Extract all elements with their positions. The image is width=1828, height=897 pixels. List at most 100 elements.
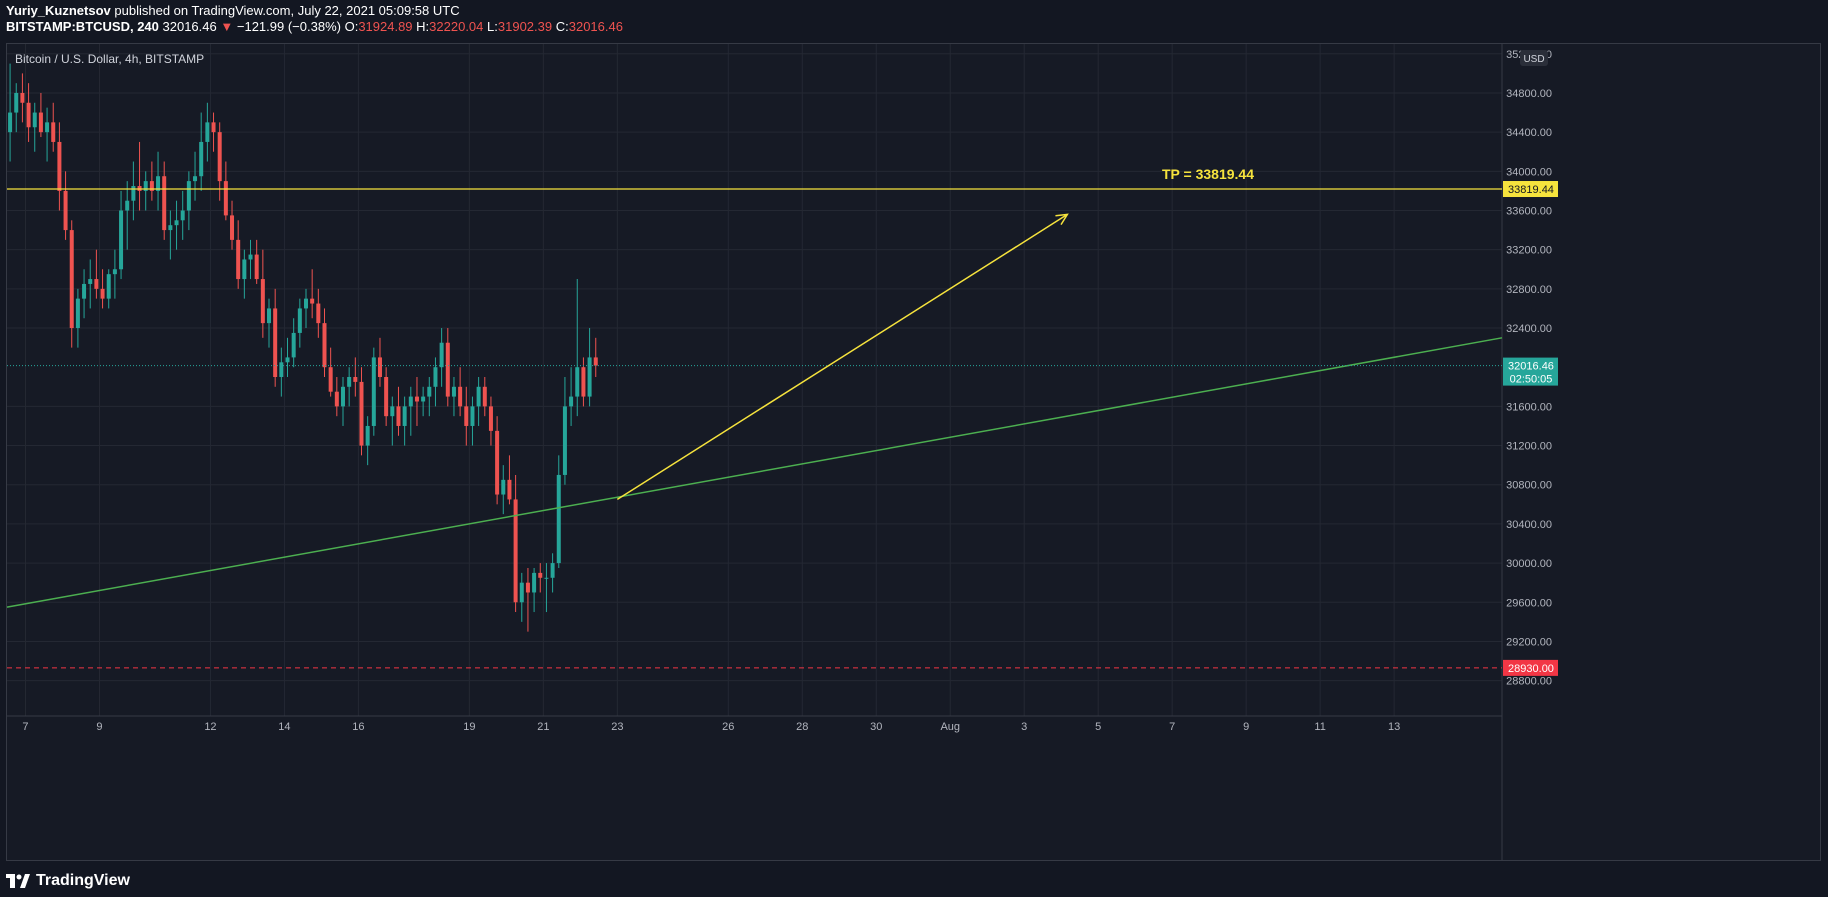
y-tick-label: 33600.00 bbox=[1506, 206, 1552, 218]
candle-body bbox=[143, 181, 148, 191]
tp-price-badge bbox=[1503, 181, 1558, 198]
candle-body bbox=[562, 406, 567, 475]
close-value: 32016.46 bbox=[568, 19, 623, 34]
last-price: 32016.46 bbox=[162, 19, 217, 34]
candle-body bbox=[248, 254, 253, 260]
candle-body bbox=[544, 577, 549, 579]
candle-body bbox=[51, 122, 56, 142]
candle-body bbox=[507, 479, 512, 500]
candle-body bbox=[20, 92, 25, 103]
candle-body bbox=[211, 122, 216, 133]
candle-body bbox=[205, 122, 210, 142]
candle-body bbox=[334, 391, 339, 407]
candle-body bbox=[260, 279, 265, 324]
x-tick-label: 23 bbox=[611, 721, 623, 733]
candle-body bbox=[14, 92, 19, 113]
candle-body bbox=[242, 259, 247, 280]
x-tick-label: 19 bbox=[463, 721, 475, 733]
low-value: 31902.39 bbox=[497, 19, 553, 34]
x-tick-label: 5 bbox=[1095, 721, 1101, 733]
x-tick-label: 12 bbox=[204, 721, 216, 733]
y-tick-label: 33200.00 bbox=[1506, 245, 1552, 257]
candle-body bbox=[162, 176, 167, 231]
candle-body bbox=[390, 406, 395, 417]
author-name[interactable]: Yuriy_Kuznetsov bbox=[6, 3, 111, 18]
publish-info: Yuriy_Kuznetsov published on TradingView… bbox=[6, 3, 460, 18]
candle-body bbox=[359, 381, 364, 446]
candle-body bbox=[519, 582, 524, 603]
x-tick-label: 9 bbox=[96, 721, 102, 733]
x-tick-label: Aug bbox=[940, 721, 960, 733]
candle-body bbox=[532, 572, 537, 593]
y-tick-label: 31600.00 bbox=[1506, 401, 1552, 413]
last-price-badge bbox=[1503, 357, 1558, 386]
y-tick-label: 34800.00 bbox=[1506, 88, 1552, 100]
candle-body bbox=[470, 406, 475, 426]
candle-body bbox=[371, 357, 376, 426]
candle-body bbox=[445, 342, 450, 397]
tp-annotation: TP = 33819.44 bbox=[1162, 166, 1254, 182]
candle-body bbox=[421, 396, 426, 402]
y-tick-label: 32400.00 bbox=[1506, 323, 1552, 335]
candle-body bbox=[550, 563, 555, 578]
candle-body bbox=[402, 406, 407, 426]
close-label: C: bbox=[555, 19, 569, 34]
last-price-label: 32016.46 bbox=[1508, 361, 1554, 373]
candle-body bbox=[285, 357, 290, 363]
y-tick-label: 28800.00 bbox=[1506, 676, 1552, 688]
countdown-label: 02:50:05 bbox=[1510, 374, 1553, 386]
x-tick-label: 16 bbox=[352, 721, 364, 733]
candle-body bbox=[538, 572, 543, 578]
candle-body bbox=[63, 190, 68, 231]
candle-body bbox=[297, 308, 302, 333]
candle-body bbox=[100, 288, 105, 299]
candle-body bbox=[267, 308, 272, 324]
candle-body bbox=[365, 425, 370, 446]
arrow-head-icon bbox=[1055, 213, 1069, 226]
candle-body bbox=[236, 239, 241, 280]
open-label: O: bbox=[344, 19, 359, 34]
x-tick-label: 11 bbox=[1314, 721, 1325, 733]
tp-price-label: 33819.44 bbox=[1508, 184, 1554, 196]
down-arrow-icon: ▼ bbox=[220, 19, 234, 34]
candle-body bbox=[476, 386, 481, 407]
x-tick-label: 28 bbox=[796, 721, 808, 733]
candle-body bbox=[433, 367, 438, 387]
x-tick-label: 21 bbox=[537, 721, 549, 733]
y-tick-label: 29200.00 bbox=[1506, 636, 1552, 648]
candle-body bbox=[353, 377, 358, 382]
candle-body bbox=[291, 332, 296, 358]
y-tick-label: 31200.00 bbox=[1506, 441, 1552, 453]
x-tick-label: 30 bbox=[870, 721, 882, 733]
candle-body bbox=[106, 274, 111, 299]
candle-body bbox=[149, 181, 154, 191]
y-tick-label: 30800.00 bbox=[1506, 480, 1552, 492]
trend-line bbox=[6, 337, 1503, 608]
candle-body bbox=[569, 396, 574, 407]
x-tick-label: 26 bbox=[722, 721, 734, 733]
candle-body bbox=[156, 176, 161, 191]
y-tick-label: 30400.00 bbox=[1506, 519, 1552, 531]
tradingview-brand[interactable]: TradingView bbox=[6, 871, 130, 891]
x-tick-label: 9 bbox=[1243, 721, 1249, 733]
published-text: published on TradingView.com, July 22, 2… bbox=[114, 3, 460, 18]
open-value: 31924.89 bbox=[358, 19, 413, 34]
candle-body bbox=[186, 181, 191, 211]
x-tick-label: 14 bbox=[278, 721, 290, 733]
candle-body bbox=[377, 357, 382, 377]
x-tick-label: 3 bbox=[1021, 721, 1027, 733]
candle-body bbox=[414, 396, 419, 402]
candle-body bbox=[322, 323, 327, 368]
y-tick-label: 32800.00 bbox=[1506, 284, 1552, 296]
brand-name: TradingView bbox=[36, 872, 130, 889]
candle-body bbox=[174, 220, 179, 226]
currency-badge bbox=[1520, 50, 1548, 66]
chart-panel[interactable] bbox=[6, 43, 1821, 861]
candle-body bbox=[8, 112, 13, 133]
x-tick-label: 7 bbox=[22, 721, 28, 733]
candle-body bbox=[458, 386, 463, 407]
candle-body bbox=[581, 367, 586, 397]
ohlc-header: BITSTAMP:BTCUSD, 240 32016.46 ▼ −121.99 … bbox=[6, 19, 623, 34]
chart-legend-title: Bitcoin / U.S. Dollar, 4h, BITSTAMP bbox=[15, 52, 205, 66]
